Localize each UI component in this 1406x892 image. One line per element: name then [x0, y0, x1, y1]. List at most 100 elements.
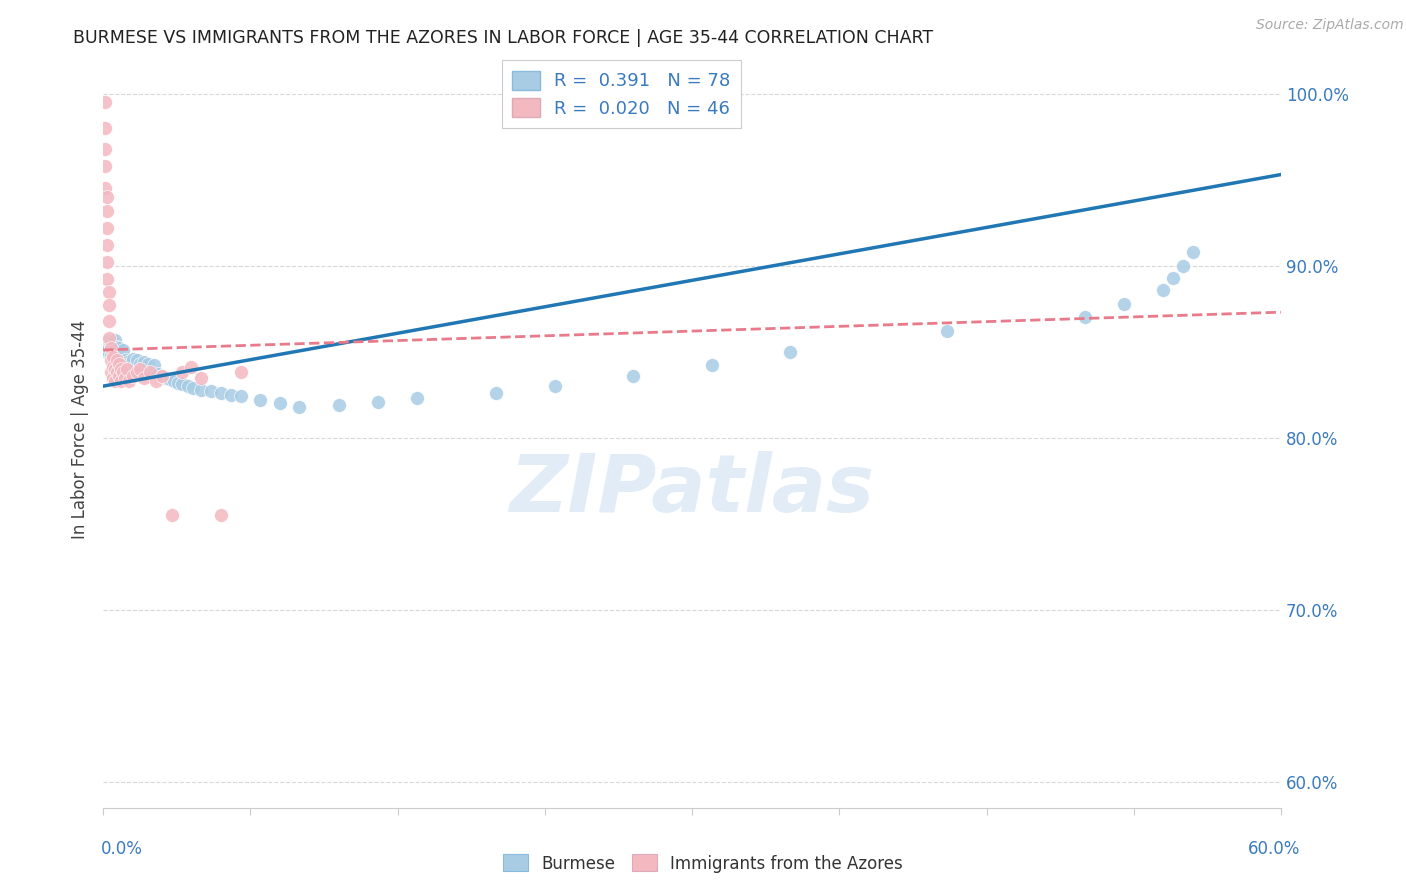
Point — [104, 333, 127, 347]
Text: BURMESE VS IMMIGRANTS FROM THE AZORES IN LABOR FORCE | AGE 35-44 CORRELATION CHA: BURMESE VS IMMIGRANTS FROM THE AZORES IN… — [73, 29, 934, 46]
Point — [1073, 310, 1095, 325]
Point — [100, 365, 122, 379]
Point — [101, 350, 124, 364]
Point — [98, 298, 121, 312]
Point — [131, 362, 153, 376]
Point — [108, 355, 131, 369]
Point — [190, 370, 212, 384]
Point — [98, 346, 121, 360]
Point — [146, 367, 169, 381]
Point — [200, 384, 222, 399]
Point — [104, 338, 127, 352]
Point — [105, 353, 128, 368]
Point — [125, 353, 148, 368]
Point — [104, 351, 127, 366]
Point — [111, 365, 134, 379]
Point — [219, 388, 242, 402]
Point — [110, 350, 132, 364]
Point — [269, 396, 291, 410]
Point — [779, 344, 801, 359]
Point — [209, 386, 232, 401]
Y-axis label: In Labor Force | Age 35-44: In Labor Force | Age 35-44 — [72, 319, 89, 539]
Point — [117, 357, 139, 371]
Point — [94, 159, 117, 173]
Point — [1112, 296, 1135, 310]
Point — [176, 379, 198, 393]
Point — [150, 368, 173, 383]
Point — [115, 355, 138, 369]
Point — [94, 121, 117, 136]
Point — [100, 333, 122, 347]
Point — [134, 370, 156, 384]
Point — [98, 331, 121, 345]
Point — [936, 324, 959, 338]
Point — [163, 374, 186, 388]
Point — [105, 346, 128, 360]
Point — [180, 360, 202, 375]
Point — [96, 238, 118, 252]
Text: 0.0%: 0.0% — [101, 840, 143, 858]
Point — [129, 362, 152, 376]
Point — [108, 348, 131, 362]
Point — [190, 383, 212, 397]
Point — [101, 350, 124, 364]
Point — [110, 374, 132, 388]
Point — [104, 374, 127, 388]
Point — [101, 334, 124, 349]
Point — [96, 336, 118, 351]
Point — [96, 272, 118, 286]
Point — [110, 357, 132, 371]
Point — [145, 374, 167, 388]
Point — [115, 362, 138, 376]
Point — [105, 365, 128, 379]
Point — [108, 357, 131, 371]
Point — [621, 368, 644, 383]
Point — [114, 353, 136, 368]
Point — [104, 362, 127, 376]
Point — [98, 341, 121, 355]
Point — [104, 344, 127, 359]
Point — [94, 95, 117, 110]
Point — [108, 368, 131, 383]
Point — [111, 351, 134, 366]
Point — [700, 359, 723, 373]
Point — [1181, 244, 1204, 259]
Point — [249, 392, 271, 407]
Point — [328, 398, 350, 412]
Point — [108, 341, 131, 355]
Point — [121, 368, 143, 383]
Point — [170, 377, 193, 392]
Point — [150, 368, 173, 383]
Point — [101, 360, 124, 375]
Point — [98, 285, 121, 299]
Point — [1152, 283, 1174, 297]
Point — [183, 381, 205, 395]
Point — [117, 364, 139, 378]
Legend: Burmese, Immigrants from the Azores: Burmese, Immigrants from the Azores — [496, 847, 910, 880]
Point — [111, 343, 134, 357]
Point — [406, 391, 429, 405]
Point — [485, 386, 508, 401]
Point — [100, 353, 122, 368]
Text: Source: ZipAtlas.com: Source: ZipAtlas.com — [1256, 18, 1403, 32]
Point — [111, 359, 134, 373]
Point — [114, 360, 136, 375]
Point — [117, 374, 139, 388]
Point — [1171, 259, 1194, 273]
Point — [96, 203, 118, 218]
Point — [94, 142, 117, 156]
Point — [125, 365, 148, 379]
Point — [229, 389, 252, 403]
Point — [141, 365, 163, 379]
Point — [129, 357, 152, 371]
Point — [160, 508, 183, 523]
Point — [105, 340, 128, 354]
Point — [139, 365, 162, 379]
Point — [166, 376, 188, 390]
Point — [155, 370, 177, 384]
Point — [136, 357, 159, 371]
Point — [94, 181, 117, 195]
Point — [170, 365, 193, 379]
Point — [96, 220, 118, 235]
Point — [94, 338, 117, 352]
